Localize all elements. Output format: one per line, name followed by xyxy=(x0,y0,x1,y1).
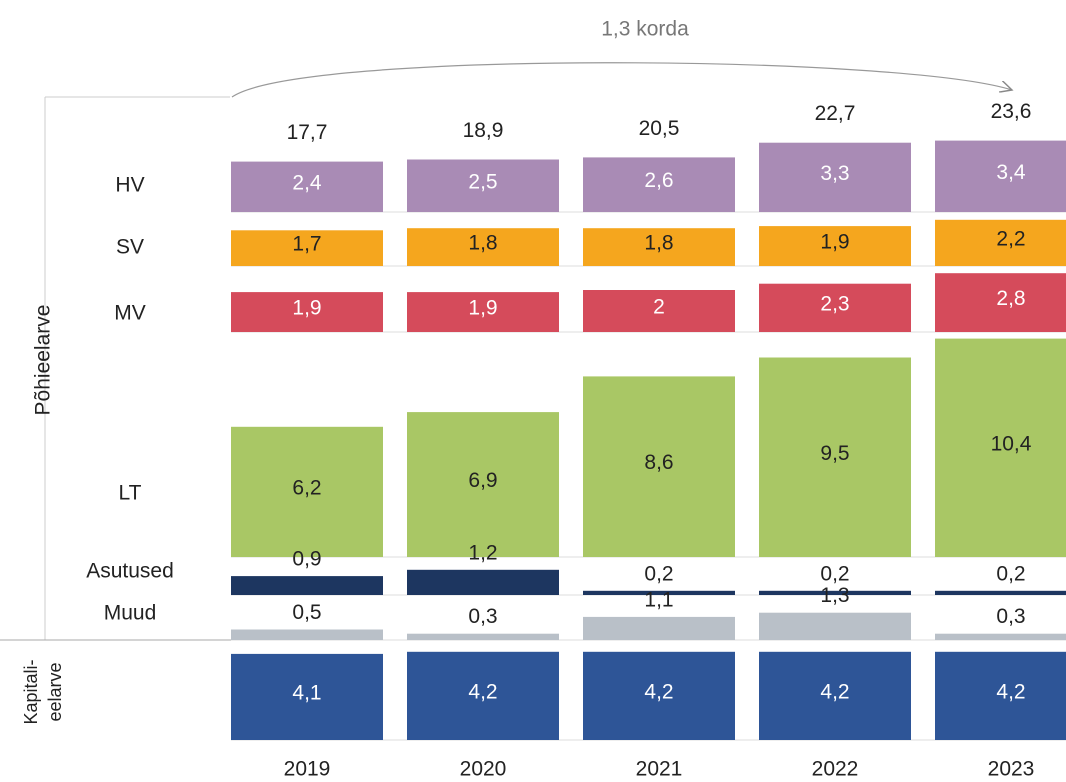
x-tick-label: 2022 xyxy=(812,758,859,781)
annotation: 1,3 korda xyxy=(601,18,689,41)
group-label: Kapitali- xyxy=(21,659,41,724)
bar xyxy=(407,651,559,740)
bar xyxy=(759,142,911,212)
bar xyxy=(583,376,735,557)
row-label: LT xyxy=(119,482,142,505)
value-label: 2,3 xyxy=(820,292,849,315)
value-label: 2,6 xyxy=(644,169,673,192)
value-label: 1,7 xyxy=(292,233,321,256)
growth-arrow xyxy=(231,62,1012,98)
value-label: 8,6 xyxy=(644,451,673,474)
x-tick-label: 2020 xyxy=(460,758,507,781)
value-label: 1,3 xyxy=(820,584,849,607)
row-label: Muud xyxy=(104,602,157,625)
bar xyxy=(759,357,911,557)
bar xyxy=(407,159,559,212)
bar xyxy=(407,633,559,640)
bar xyxy=(583,616,735,640)
row-label: HV xyxy=(115,174,144,197)
bar xyxy=(759,651,911,740)
bar xyxy=(759,590,911,595)
value-label: 4,1 xyxy=(292,681,321,704)
bar xyxy=(935,590,1066,595)
bar xyxy=(583,157,735,212)
bar xyxy=(407,292,559,332)
value-label: 0,3 xyxy=(468,605,497,628)
value-label: 4,2 xyxy=(820,680,849,703)
total-label: 18,9 xyxy=(463,119,504,142)
value-label: 1,1 xyxy=(644,588,673,611)
bar xyxy=(935,651,1066,740)
bar xyxy=(935,273,1066,332)
row-label: MV xyxy=(114,302,146,325)
bar xyxy=(935,338,1066,557)
value-label: 0,3 xyxy=(996,605,1025,628)
bar xyxy=(935,219,1066,266)
bar xyxy=(935,140,1066,212)
value-label: 2,4 xyxy=(292,171,322,194)
total-label: 23,6 xyxy=(991,100,1032,123)
value-label: 10,4 xyxy=(991,432,1032,455)
x-tick-label: 2019 xyxy=(284,758,331,781)
value-label: 2,5 xyxy=(468,170,497,193)
value-label: 9,5 xyxy=(820,442,849,465)
value-label: 6,9 xyxy=(468,469,497,492)
bar xyxy=(407,569,559,595)
value-label: 4,2 xyxy=(468,680,497,703)
value-label: 3,4 xyxy=(996,161,1026,184)
group-label: eelarve xyxy=(45,662,65,721)
bar xyxy=(759,226,911,266)
value-label: 3,3 xyxy=(820,162,849,185)
total-label: 17,7 xyxy=(287,121,328,144)
value-label: 4,2 xyxy=(644,680,673,703)
value-label: 1,8 xyxy=(468,232,497,255)
bar xyxy=(759,283,911,332)
group-label: Põhieelarve xyxy=(32,305,55,416)
bar xyxy=(583,228,735,266)
bar xyxy=(231,653,383,740)
bar xyxy=(407,228,559,266)
bar xyxy=(231,426,383,557)
value-label: 0,2 xyxy=(644,562,673,585)
bar xyxy=(583,290,735,332)
value-label: 0,9 xyxy=(292,548,321,571)
value-label: 6,2 xyxy=(292,476,321,499)
bar xyxy=(583,651,735,740)
row-label: Asutused xyxy=(86,560,174,583)
value-label: 2 xyxy=(653,296,665,319)
row-label: SV xyxy=(116,236,144,259)
bar xyxy=(231,292,383,332)
value-label: 1,2 xyxy=(468,541,497,564)
bar xyxy=(935,633,1066,640)
value-label: 1,9 xyxy=(292,297,321,320)
bar xyxy=(231,161,383,212)
value-label: 0,2 xyxy=(996,562,1025,585)
bar xyxy=(231,230,383,266)
value-label: 0,5 xyxy=(292,601,321,624)
value-label: 1,9 xyxy=(820,231,849,254)
value-label: 2,8 xyxy=(996,287,1025,310)
value-label: 2,2 xyxy=(996,227,1025,250)
x-tick-label: 2021 xyxy=(636,758,683,781)
value-label: 4,2 xyxy=(996,680,1025,703)
value-label: 0,2 xyxy=(820,562,849,585)
bar xyxy=(759,612,911,640)
bar xyxy=(583,590,735,595)
bar xyxy=(231,576,383,595)
bar xyxy=(407,412,559,557)
total-label: 20,5 xyxy=(639,117,680,140)
total-label: 22,7 xyxy=(815,102,856,125)
value-label: 1,8 xyxy=(644,232,673,255)
value-label: 1,9 xyxy=(468,297,497,320)
x-tick-label: 2023 xyxy=(988,758,1035,781)
bar xyxy=(231,629,383,640)
